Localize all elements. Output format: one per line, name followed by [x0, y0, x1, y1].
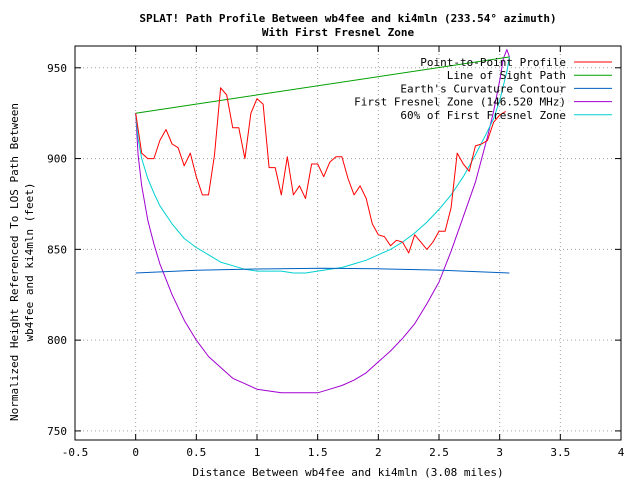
y-axis-label-line1: Normalized Height Referenced To LOS Path… — [8, 103, 21, 421]
plot-frame — [74, 45, 622, 441]
y-tick-label: 850 — [47, 243, 67, 256]
chart-subtitle: With First Fresnel Zone — [262, 26, 415, 39]
x-tick-label: 2 — [375, 446, 382, 459]
legend-label-2: Earth's Curvature Contour — [400, 82, 566, 95]
y-axis-ticks: 750 800 850 900 950 — [47, 62, 621, 438]
series-line-4 — [135, 56, 510, 274]
x-tick-label: 3.5 — [550, 446, 570, 459]
legend-label-0: Point-to-Point Profile — [420, 56, 566, 69]
series-lines — [135, 49, 510, 394]
chart-title: SPLAT! Path Profile Between wb4fee and k… — [139, 12, 556, 25]
series-line-2 — [135, 267, 510, 274]
series-line-3 — [135, 49, 510, 394]
x-axis-label: Distance Between wb4fee and ki4mln (3.08… — [192, 466, 503, 479]
legend-label-3: First Fresnel Zone (146.520 MHz) — [354, 96, 566, 109]
x-tick-label: 0.5 — [186, 446, 206, 459]
legend-label-4: 60% of First Fresnel Zone — [400, 109, 566, 122]
grid — [75, 46, 621, 440]
x-tick-label: 0 — [132, 446, 139, 459]
x-tick-label: 2.5 — [429, 446, 449, 459]
x-tick-label: 1.5 — [308, 446, 328, 459]
x-tick-label: 3 — [496, 446, 503, 459]
x-tick-label: -0.5 — [62, 446, 89, 459]
y-tick-label: 750 — [47, 425, 67, 438]
y-axis-label-line2: wb4fee and ki4mln (feet) — [23, 183, 36, 342]
x-tick-label: 4 — [618, 446, 625, 459]
series-line-1 — [135, 56, 510, 114]
y-tick-label: 800 — [47, 334, 67, 347]
x-axis-ticks: -0.5 0 0.5 1 1.5 2 2.5 3 3.5 4 — [62, 46, 625, 459]
legend-label-1: Line of Sight Path — [447, 69, 566, 82]
y-tick-label: 950 — [47, 62, 67, 75]
x-tick-label: 1 — [254, 446, 261, 459]
series-line-0 — [135, 87, 506, 254]
y-tick-label: 900 — [47, 153, 67, 166]
